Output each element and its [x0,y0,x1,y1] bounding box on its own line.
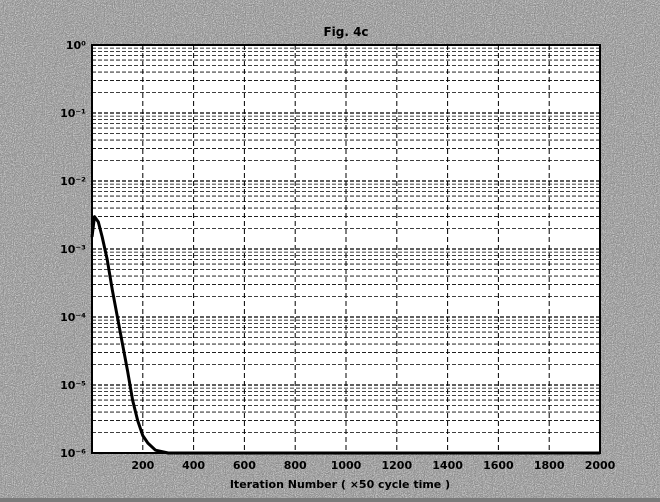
y-tick-label: 10⁻⁵ [60,379,86,392]
y-tick-label: 10⁻¹ [60,107,86,120]
series-line [90,215,600,455]
y-tick-label: 10⁻³ [60,243,86,256]
x-tick-label: 800 [284,459,307,472]
x-tick-label: 1400 [432,459,463,472]
x-tick-label: 200 [131,459,154,472]
y-tick-label: 10⁰ [66,39,86,52]
x-tick-label: 1200 [381,459,412,472]
x-tick-label: 600 [233,459,256,472]
series-group [90,215,600,455]
x-tick-label: 1800 [534,459,565,472]
x-axis-label: Iteration Number ( ×50 cycle time ) [230,478,450,491]
x-tick-label: 1000 [331,459,362,472]
x-tick-label: 1600 [483,459,514,472]
chart-title: Fig. 4c [323,25,368,39]
grid [92,45,600,453]
y-tick-label: 10⁻⁴ [60,311,86,324]
y-tick-label: 10⁻⁶ [60,447,86,460]
x-tick-label: 2000 [585,459,616,472]
x-tick-label: 400 [182,459,205,472]
tick-labels: 200 400 600 800 1000 1200 1400 1600 1800 2000 10⁻⁶… [60,39,616,472]
y-tick-label: 10⁻² [60,175,86,188]
